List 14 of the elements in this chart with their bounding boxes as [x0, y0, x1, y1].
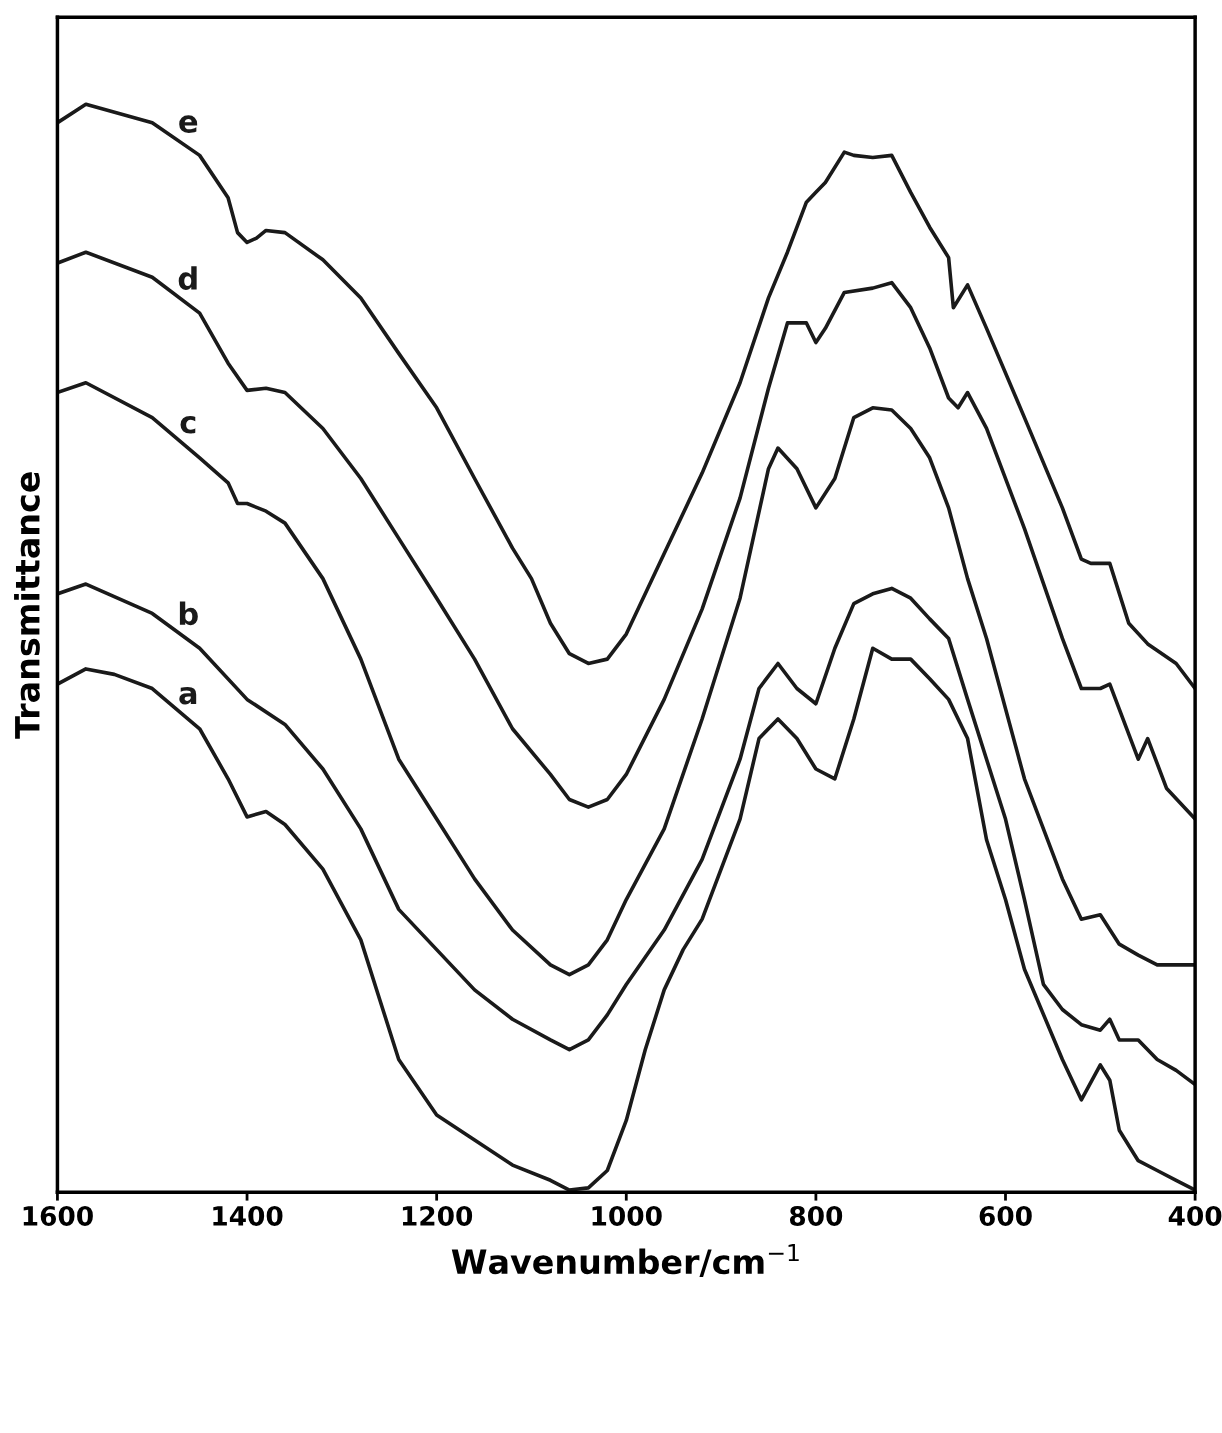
- x-tick-label: 1400: [213, 1205, 283, 1226]
- series-label: b: [179, 601, 198, 626]
- series-label: a: [179, 686, 197, 705]
- series-label: d: [178, 266, 197, 290]
- x-tick-label: 600: [979, 1205, 1032, 1226]
- x-tick-label: 800: [789, 1205, 843, 1226]
- x-tick-label: 1200: [402, 1205, 473, 1226]
- x-tick-label: 400: [1168, 1205, 1222, 1226]
- series-label: c: [180, 416, 196, 434]
- x-axis-title: Wavenumber/cm$^{−1}$: [451, 1244, 799, 1277]
- series-label: e: [179, 115, 198, 133]
- x-tick-label: 1600: [23, 1205, 93, 1226]
- y-axis-title: Transmittance: [14, 472, 40, 739]
- x-tick-label: 1000: [592, 1205, 662, 1226]
